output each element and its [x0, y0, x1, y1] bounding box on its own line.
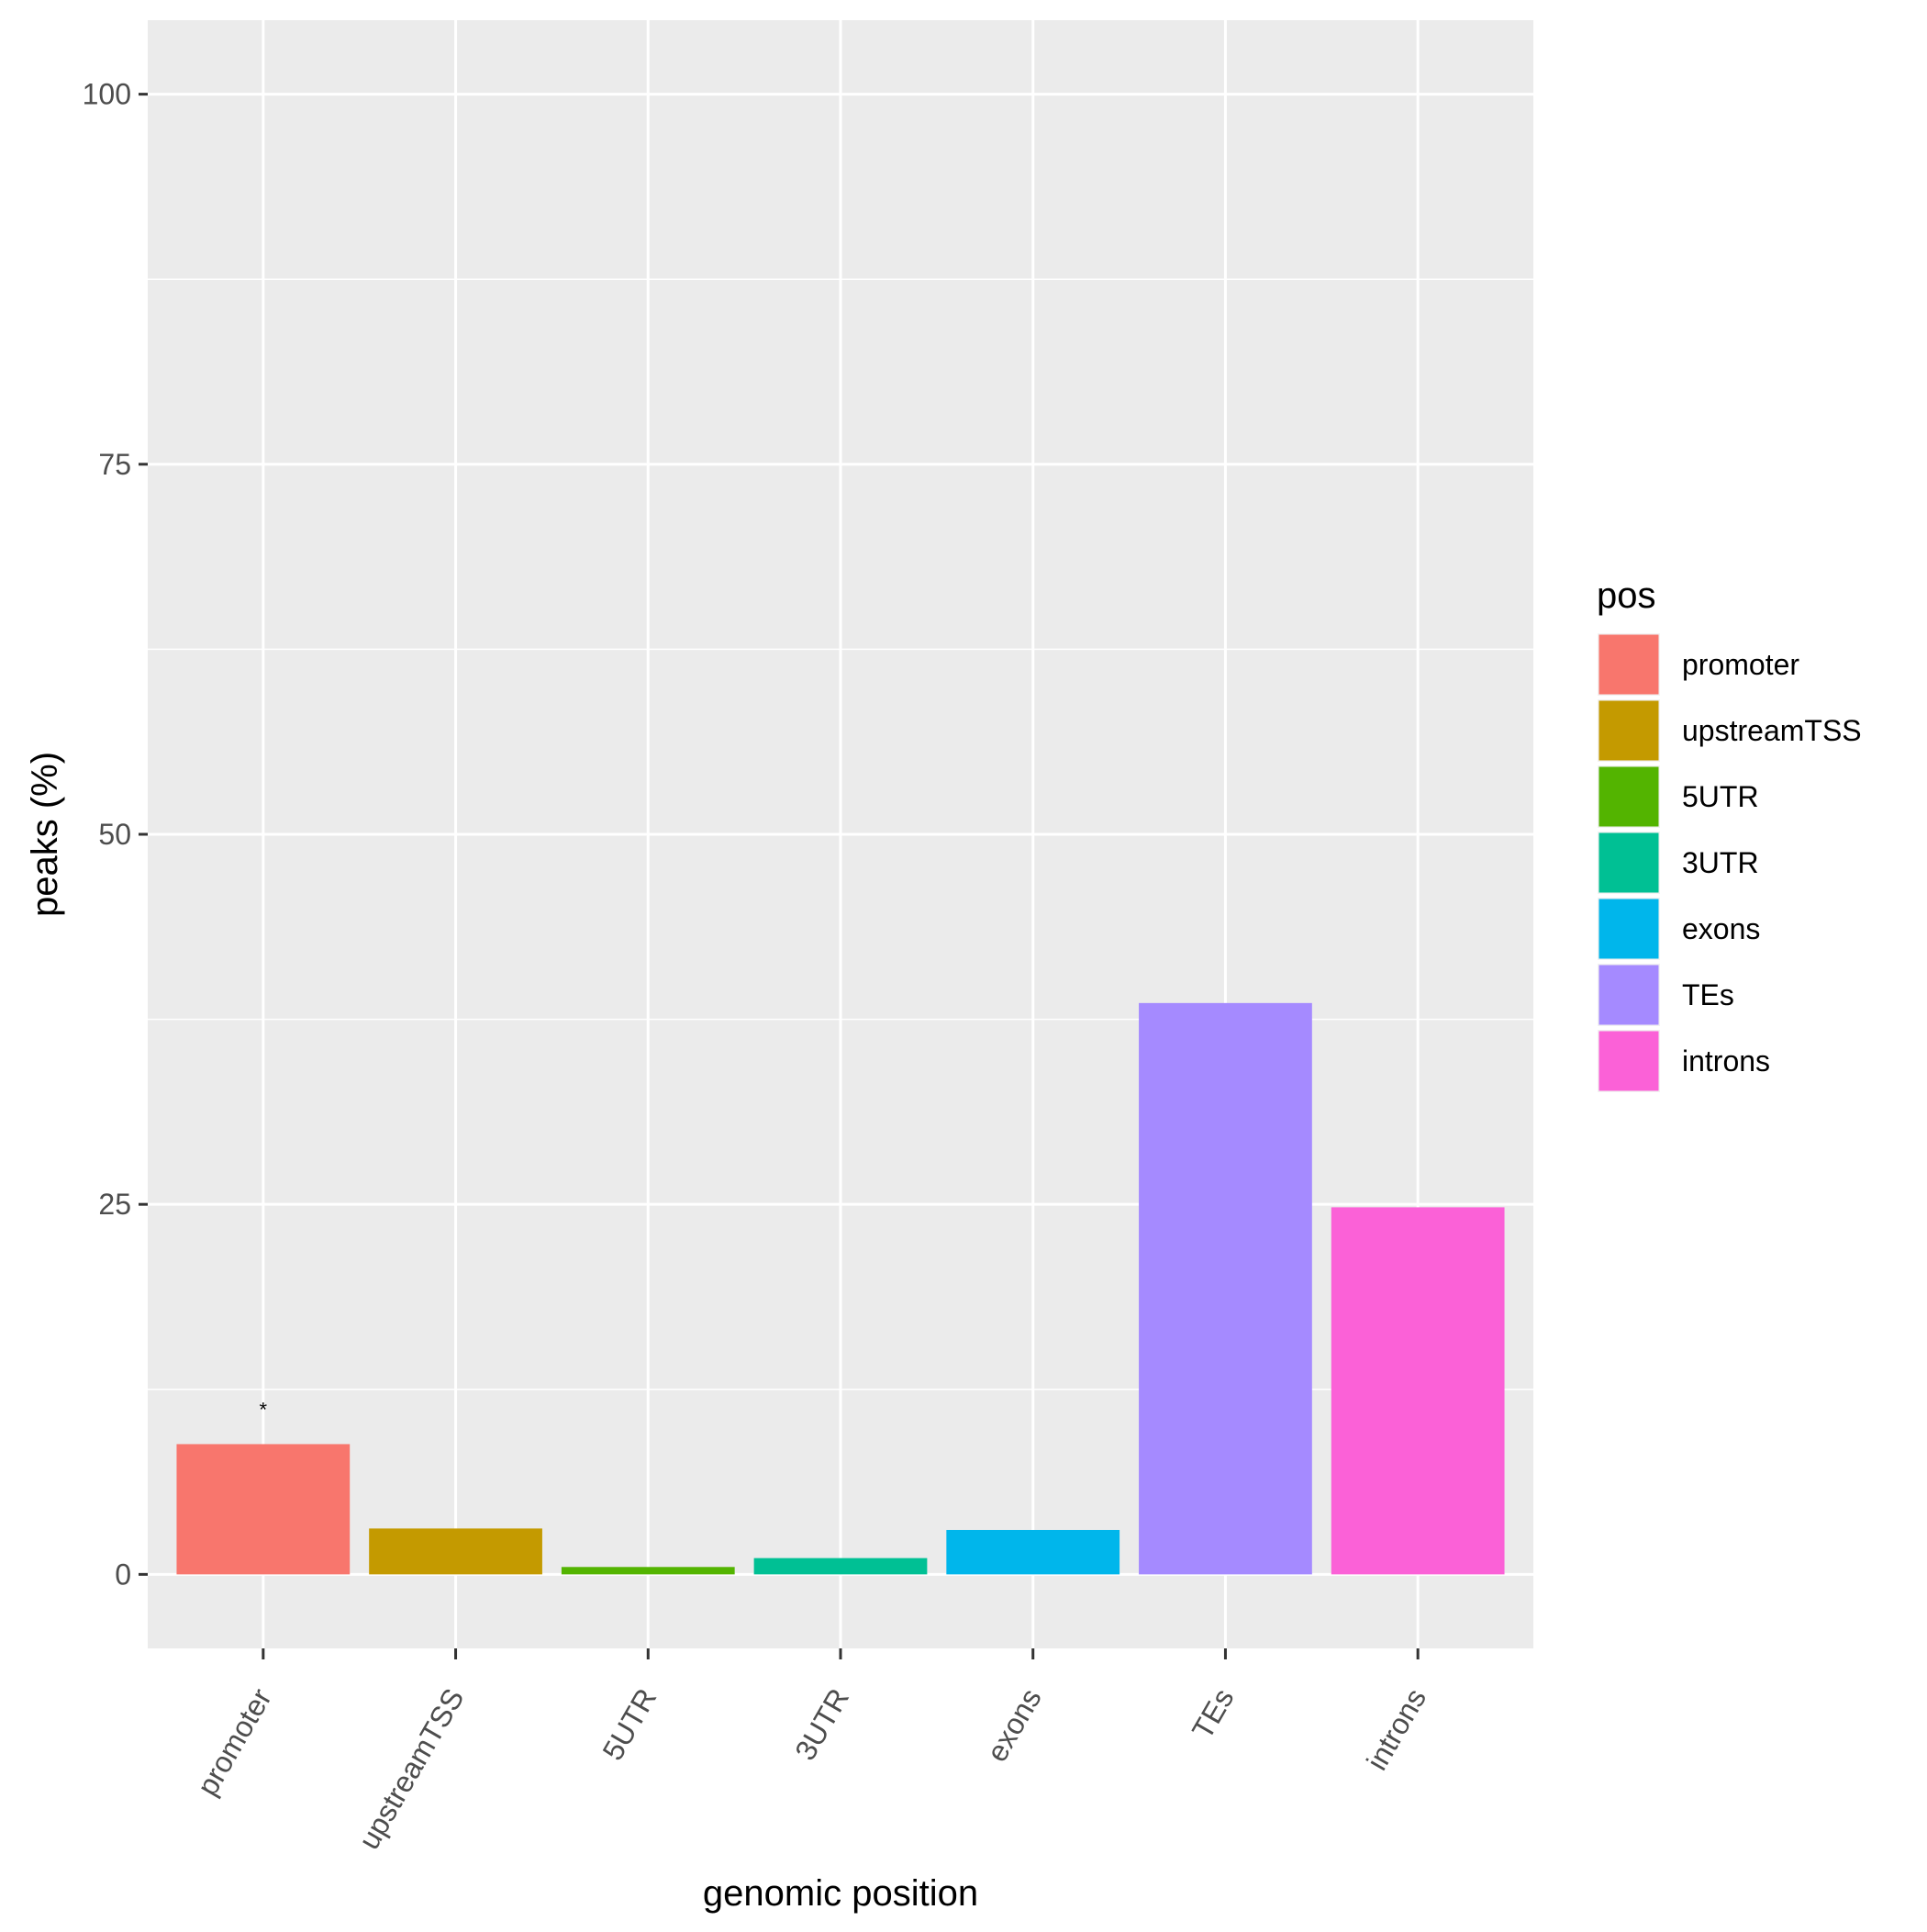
- x-tick-label: upstreamTSS: [352, 1683, 471, 1855]
- x-tick-label: TEs: [1186, 1683, 1241, 1745]
- annotations: *: [260, 1398, 268, 1421]
- y-axis: 0 25 50 75 100: [83, 78, 148, 1591]
- legend-label: upstreamTSS: [1682, 714, 1862, 747]
- legend-key: [1598, 700, 1659, 761]
- legend-key: [1598, 634, 1659, 695]
- bar-promoter: [176, 1444, 351, 1575]
- annotation-label: *: [260, 1398, 268, 1421]
- bar-upstreamTSS: [369, 1528, 542, 1575]
- legend-key: [1598, 832, 1659, 893]
- bar-exons: [946, 1529, 1120, 1575]
- legend-key: [1598, 1031, 1659, 1091]
- bar-introns: [1331, 1207, 1505, 1575]
- y-tick-label: 25: [98, 1188, 131, 1221]
- x-tick-label: 5UTR: [596, 1683, 663, 1766]
- bar-TEs: [1139, 1002, 1312, 1575]
- y-tick-label: 75: [98, 448, 131, 481]
- legend-label: 3UTR: [1682, 846, 1759, 879]
- legend-label: introns: [1682, 1044, 1770, 1078]
- y-tick-label: 50: [98, 818, 131, 851]
- bars: [176, 1002, 1505, 1575]
- x-axis-title: genomic position: [703, 1873, 978, 1914]
- major-gridlines: [148, 20, 1533, 1648]
- legend-label: exons: [1682, 912, 1760, 945]
- legend-key: [1598, 965, 1659, 1025]
- y-tick-label: 0: [115, 1558, 131, 1591]
- x-tick-label: introns: [1360, 1683, 1432, 1776]
- bar-3UTR: [753, 1558, 928, 1575]
- x-tick-label: 3UTR: [788, 1683, 855, 1766]
- x-tick-label: promoter: [191, 1682, 278, 1801]
- legend-label: promoter: [1682, 648, 1799, 681]
- y-tick-label: 100: [83, 78, 131, 111]
- legend-label: TEs: [1682, 978, 1734, 1011]
- y-axis-title: peaks (%): [25, 752, 65, 917]
- legend-title: pos: [1597, 575, 1656, 616]
- legend: pos promoter upstreamTSS 5UTR 3UTR exons TEs i…: [1597, 575, 1862, 1092]
- legend-label: 5UTR: [1682, 780, 1759, 813]
- bar-5UTR: [561, 1567, 735, 1575]
- legend-key: [1598, 766, 1659, 827]
- x-tick-label: exons: [980, 1683, 1048, 1768]
- x-axis: promoter upstreamTSS 5UTR 3UTR exons TEs intro…: [191, 1648, 1432, 1855]
- legend-key: [1598, 899, 1659, 959]
